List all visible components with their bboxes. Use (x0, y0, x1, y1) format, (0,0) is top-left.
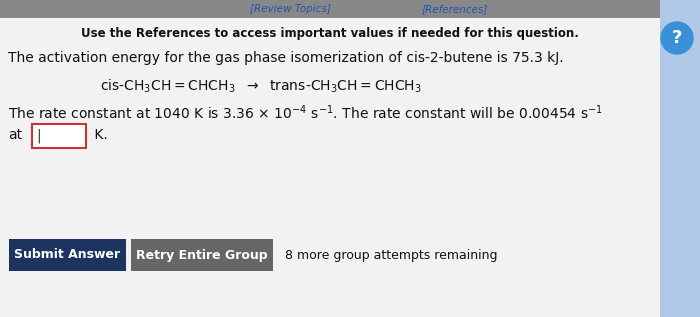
Bar (0, 0, 700, 18)
FancyBboxPatch shape (131, 239, 273, 271)
Text: |: | (36, 129, 41, 143)
Text: The activation energy for the gas phase isomerization of cis-2-butene is 75.3 kJ: The activation energy for the gas phase … (8, 51, 564, 65)
Text: [References]: [References] (422, 4, 488, 14)
Text: Use the References to access important values if needed for this question.: Use the References to access important v… (81, 28, 579, 41)
FancyBboxPatch shape (660, 0, 700, 317)
Text: Submit Answer: Submit Answer (14, 249, 120, 262)
Bar (0, 18, 700, 317)
Text: The rate constant at 1040 K is 3.36 $\times$ 10$^{-4}$ s$^{-1}$. The rate consta: The rate constant at 1040 K is 3.36 $\ti… (8, 104, 603, 122)
Text: K.: K. (90, 128, 108, 142)
Text: at: at (8, 128, 22, 142)
Text: 8 more group attempts remaining: 8 more group attempts remaining (285, 249, 498, 262)
Circle shape (661, 22, 693, 54)
FancyBboxPatch shape (32, 124, 86, 148)
FancyBboxPatch shape (9, 239, 126, 271)
Text: [Review Topics]: [Review Topics] (250, 4, 330, 14)
Text: cis-CH$_3$CH$=$CHCH$_3$  $\rightarrow$  trans-CH$_3$CH$=$CHCH$_3$: cis-CH$_3$CH$=$CHCH$_3$ $\rightarrow$ tr… (100, 77, 422, 95)
Text: Retry Entire Group: Retry Entire Group (136, 249, 268, 262)
Text: ?: ? (672, 29, 682, 47)
